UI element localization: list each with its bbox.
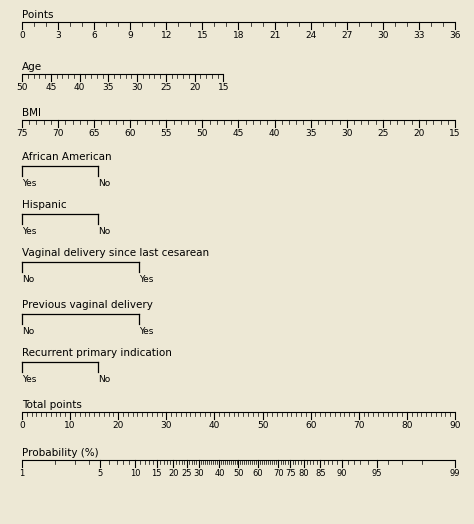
Text: No: No bbox=[98, 227, 110, 236]
Text: 15: 15 bbox=[218, 83, 229, 92]
Text: 40: 40 bbox=[209, 421, 220, 430]
Text: 60: 60 bbox=[252, 469, 263, 478]
Text: 18: 18 bbox=[233, 31, 244, 40]
Text: 85: 85 bbox=[315, 469, 326, 478]
Text: 20: 20 bbox=[168, 469, 178, 478]
Text: 50: 50 bbox=[257, 421, 268, 430]
Text: 20: 20 bbox=[189, 83, 201, 92]
Text: 50: 50 bbox=[197, 129, 208, 138]
Text: 12: 12 bbox=[161, 31, 172, 40]
Text: 35: 35 bbox=[305, 129, 317, 138]
Text: 35: 35 bbox=[102, 83, 114, 92]
Text: No: No bbox=[98, 375, 110, 384]
Text: 50: 50 bbox=[233, 469, 244, 478]
Text: 36: 36 bbox=[449, 31, 461, 40]
Text: 24: 24 bbox=[305, 31, 316, 40]
Text: 70: 70 bbox=[52, 129, 64, 138]
Text: 75: 75 bbox=[16, 129, 28, 138]
Text: 30: 30 bbox=[193, 469, 204, 478]
Text: 30: 30 bbox=[161, 421, 172, 430]
Text: Points: Points bbox=[22, 10, 54, 20]
Text: 60: 60 bbox=[125, 129, 136, 138]
Text: 1: 1 bbox=[19, 469, 25, 478]
Text: Age: Age bbox=[22, 62, 42, 72]
Text: 25: 25 bbox=[377, 129, 389, 138]
Text: 70: 70 bbox=[353, 421, 365, 430]
Text: 9: 9 bbox=[128, 31, 133, 40]
Text: 3: 3 bbox=[55, 31, 61, 40]
Text: Total points: Total points bbox=[22, 400, 82, 410]
Text: 27: 27 bbox=[341, 31, 353, 40]
Text: Previous vaginal delivery: Previous vaginal delivery bbox=[22, 300, 153, 310]
Text: 40: 40 bbox=[74, 83, 85, 92]
Text: 65: 65 bbox=[89, 129, 100, 138]
Text: 75: 75 bbox=[285, 469, 296, 478]
Text: 70: 70 bbox=[273, 469, 284, 478]
Text: 33: 33 bbox=[413, 31, 425, 40]
Text: 10: 10 bbox=[64, 421, 76, 430]
Text: 30: 30 bbox=[131, 83, 143, 92]
Text: 6: 6 bbox=[91, 31, 97, 40]
Text: Yes: Yes bbox=[139, 275, 153, 284]
Text: Recurrent primary indication: Recurrent primary indication bbox=[22, 348, 172, 358]
Text: No: No bbox=[22, 275, 34, 284]
Text: Yes: Yes bbox=[22, 179, 36, 188]
Text: 25: 25 bbox=[182, 469, 192, 478]
Text: 80: 80 bbox=[299, 469, 309, 478]
Text: 50: 50 bbox=[16, 83, 28, 92]
Text: 25: 25 bbox=[160, 83, 172, 92]
Text: 80: 80 bbox=[401, 421, 413, 430]
Text: 30: 30 bbox=[377, 31, 389, 40]
Text: 15: 15 bbox=[197, 31, 208, 40]
Text: 20: 20 bbox=[413, 129, 425, 138]
Text: 21: 21 bbox=[269, 31, 280, 40]
Text: 55: 55 bbox=[161, 129, 172, 138]
Text: Yes: Yes bbox=[22, 227, 36, 236]
Text: 45: 45 bbox=[233, 129, 244, 138]
Text: 45: 45 bbox=[45, 83, 56, 92]
Text: 5: 5 bbox=[97, 469, 102, 478]
Text: Yes: Yes bbox=[139, 327, 153, 336]
Text: 40: 40 bbox=[214, 469, 225, 478]
Text: Hispanic: Hispanic bbox=[22, 200, 67, 210]
Text: Vaginal delivery since last cesarean: Vaginal delivery since last cesarean bbox=[22, 248, 209, 258]
Text: 90: 90 bbox=[449, 421, 461, 430]
Text: 99: 99 bbox=[450, 469, 460, 478]
Text: 95: 95 bbox=[372, 469, 383, 478]
Text: Probability (%): Probability (%) bbox=[22, 448, 99, 458]
Text: 20: 20 bbox=[112, 421, 124, 430]
Text: No: No bbox=[98, 179, 110, 188]
Text: 90: 90 bbox=[337, 469, 347, 478]
Text: Yes: Yes bbox=[22, 375, 36, 384]
Text: African American: African American bbox=[22, 152, 111, 162]
Text: 0: 0 bbox=[19, 421, 25, 430]
Text: 15: 15 bbox=[449, 129, 461, 138]
Text: 30: 30 bbox=[341, 129, 353, 138]
Text: 15: 15 bbox=[152, 469, 162, 478]
Text: 40: 40 bbox=[269, 129, 280, 138]
Text: 10: 10 bbox=[130, 469, 140, 478]
Text: 60: 60 bbox=[305, 421, 317, 430]
Text: 0: 0 bbox=[19, 31, 25, 40]
Text: No: No bbox=[22, 327, 34, 336]
Text: BMI: BMI bbox=[22, 108, 41, 118]
